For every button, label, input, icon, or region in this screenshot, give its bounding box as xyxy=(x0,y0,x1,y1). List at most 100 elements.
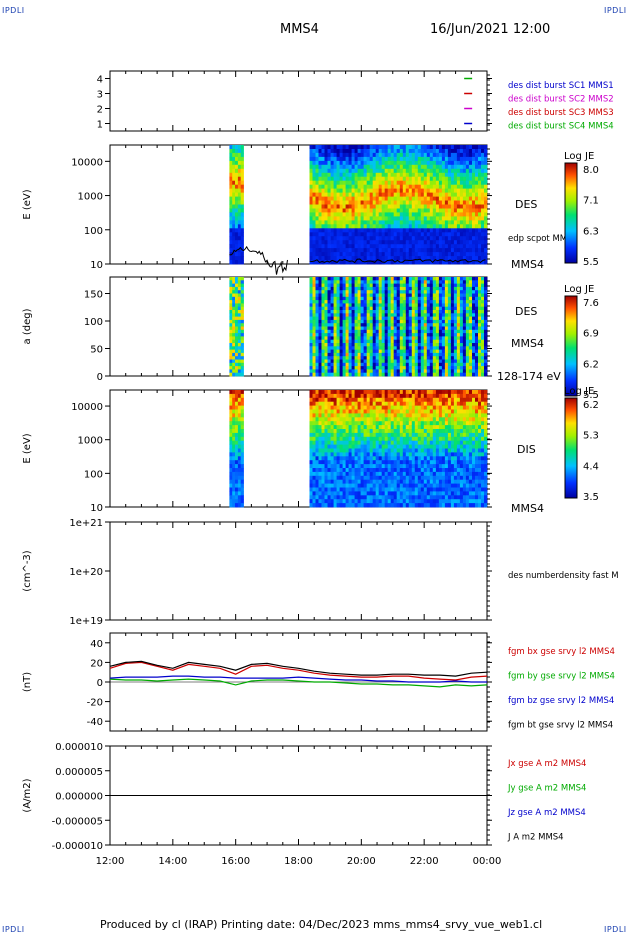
spectrogram-cell xyxy=(399,180,404,186)
spectrogram-cell xyxy=(429,188,434,193)
spectrogram-cell xyxy=(318,280,322,284)
spectrogram-cell xyxy=(393,208,398,213)
spectrogram-cell xyxy=(423,369,428,374)
spectrogram-cell xyxy=(447,283,452,288)
spectrogram-cell xyxy=(393,333,398,337)
spectrogram-cell xyxy=(232,293,236,298)
spectrogram-cell xyxy=(369,256,374,261)
spectrogram-cell xyxy=(468,356,473,360)
spectrogram-cell xyxy=(237,409,242,414)
spectrogram-cell xyxy=(351,168,355,174)
spectrogram-cell xyxy=(360,220,364,225)
spectrogram-cell xyxy=(375,184,380,190)
spectrogram-cell xyxy=(456,196,461,201)
spectrogram-cell xyxy=(444,204,449,209)
spectrogram-cell xyxy=(348,244,352,249)
spectrogram-cell xyxy=(312,156,316,162)
spectrogram-cell xyxy=(354,244,358,249)
y-axis-label-1: E (eV) xyxy=(22,189,33,219)
spectrogram-cell xyxy=(327,236,331,241)
spectrogram-cell xyxy=(402,319,407,324)
spectrogram-cell xyxy=(321,306,325,311)
spectrogram-cell xyxy=(405,313,410,317)
spectrogram-cell xyxy=(330,401,334,406)
spectrogram-cell xyxy=(315,232,319,237)
spectrogram-cell xyxy=(459,232,464,237)
spectrogram-cell xyxy=(387,216,392,221)
spectrogram-cell xyxy=(456,216,461,221)
spectrogram-cell xyxy=(420,145,425,150)
spectrogram-cell xyxy=(399,286,404,291)
spectrogram-cell xyxy=(330,204,334,209)
spectrogram-cell xyxy=(375,352,380,357)
spectrogram-cell xyxy=(342,349,346,354)
spectrogram-cell xyxy=(318,452,322,457)
spectrogram-cell xyxy=(309,323,313,327)
spectrogram-cell xyxy=(438,236,443,241)
spectrogram-cell xyxy=(444,346,449,350)
spectrogram-cell xyxy=(411,260,416,265)
spectrogram-cell xyxy=(414,156,419,162)
spectrogram-cell xyxy=(240,362,244,367)
spectrogram-cell xyxy=(366,499,371,504)
spectrogram-cell xyxy=(342,397,346,403)
spectrogram-cell xyxy=(315,452,319,457)
spectrogram-cell xyxy=(465,352,470,357)
spectrogram-cell xyxy=(411,306,416,311)
spectrogram-cell xyxy=(309,204,313,209)
spectrogram-cell xyxy=(232,303,236,308)
spectrogram-cell xyxy=(312,352,316,357)
spectrogram-cell xyxy=(478,200,482,205)
spectrogram-cell xyxy=(378,172,383,178)
spectrogram-cell xyxy=(453,208,458,213)
spectrogram-cell xyxy=(432,176,437,182)
spectrogram-cell xyxy=(447,306,452,311)
spectrogram-cell xyxy=(447,300,452,304)
spectrogram-cell xyxy=(475,172,479,178)
spectrogram-cell xyxy=(360,495,364,500)
spectrogram-cell xyxy=(375,372,380,377)
spectrogram-cell xyxy=(229,232,233,237)
spectrogram-cell xyxy=(423,296,428,301)
spectrogram-cell xyxy=(372,333,377,337)
spectrogram-cell xyxy=(318,460,322,465)
spectrogram-cell xyxy=(408,188,413,193)
spectrogram-cell xyxy=(459,200,464,205)
spectrogram-cell xyxy=(321,456,325,461)
spectrogram-cell xyxy=(327,244,331,249)
spectrogram-cell xyxy=(354,323,358,327)
spectrogram-cell xyxy=(342,184,346,190)
spectrogram-cell xyxy=(240,495,244,500)
spectrogram-cell xyxy=(366,464,371,469)
spectrogram-cell xyxy=(438,149,443,154)
spectrogram-cell xyxy=(390,260,395,265)
spectrogram-cell xyxy=(468,316,473,321)
spectrogram-cell xyxy=(417,204,422,209)
spectrogram-cell xyxy=(229,280,233,284)
spectrogram-cell xyxy=(390,152,395,158)
spectrogram-cell xyxy=(315,220,319,225)
spectrogram-cell xyxy=(336,413,340,418)
spectrogram-cell xyxy=(309,232,313,237)
spectrogram-cell xyxy=(321,323,325,327)
spectrogram-cell xyxy=(351,156,355,162)
spectrogram-cell xyxy=(423,168,428,174)
spectrogram-cell xyxy=(339,421,343,426)
spectrogram-cell xyxy=(330,425,334,430)
spectrogram-cell xyxy=(336,468,340,473)
spectrogram-cell xyxy=(345,421,349,426)
spectrogram-cell xyxy=(481,149,485,154)
spectrogram-cell xyxy=(484,152,488,158)
spectrogram-cell xyxy=(348,216,352,221)
spectrogram-cell xyxy=(447,208,452,213)
spectrogram-cell xyxy=(441,296,446,301)
spectrogram-cell xyxy=(372,366,377,370)
spectrogram-cell xyxy=(484,306,488,311)
spectrogram-cell xyxy=(342,248,346,253)
spectrogram-cell xyxy=(363,160,367,166)
spectrogram-cell xyxy=(348,176,352,182)
spectrogram-cell xyxy=(468,192,473,197)
spectrogram-cell xyxy=(324,310,328,314)
spectrogram-cell xyxy=(384,306,389,311)
spectrogram-cell xyxy=(372,503,377,508)
